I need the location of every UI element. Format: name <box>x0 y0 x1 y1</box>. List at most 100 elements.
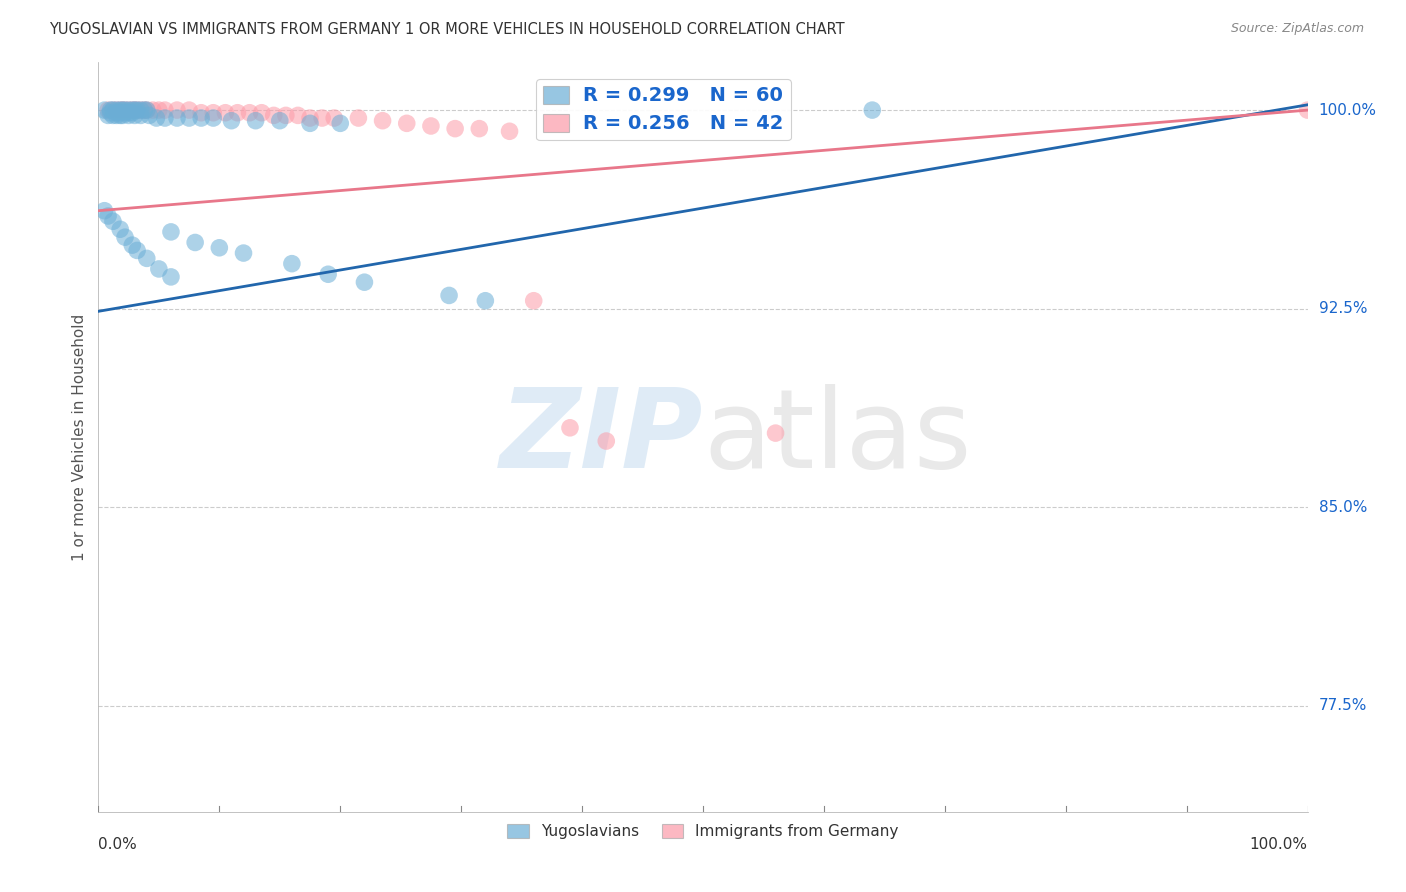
Y-axis label: 1 or more Vehicles in Household: 1 or more Vehicles in Household <box>72 313 87 561</box>
Point <box>468 121 491 136</box>
Point <box>153 111 176 125</box>
Point <box>226 105 249 120</box>
Point <box>101 103 124 117</box>
Point <box>145 111 167 125</box>
Point <box>179 111 201 125</box>
Point <box>347 111 370 125</box>
Text: 100.0%: 100.0% <box>1319 103 1376 118</box>
Point <box>221 113 243 128</box>
Point <box>269 113 291 128</box>
Point <box>121 103 143 117</box>
Point <box>287 108 309 122</box>
Text: 92.5%: 92.5% <box>1319 301 1367 316</box>
Point <box>148 262 170 277</box>
Point <box>100 103 122 117</box>
Point <box>108 103 131 117</box>
Point <box>371 113 394 128</box>
Point <box>474 293 496 308</box>
Text: YUGOSLAVIAN VS IMMIGRANTS FROM GERMANY 1 OR MORE VEHICLES IN HOUSEHOLD CORRELATI: YUGOSLAVIAN VS IMMIGRANTS FROM GERMANY 1… <box>49 22 845 37</box>
Point <box>100 105 122 120</box>
Point <box>274 108 297 122</box>
Point <box>108 222 131 236</box>
Point <box>111 108 134 122</box>
Point <box>353 275 375 289</box>
Point <box>860 103 883 117</box>
Point <box>166 103 188 117</box>
Text: Source: ZipAtlas.com: Source: ZipAtlas.com <box>1230 22 1364 36</box>
Point <box>124 108 146 122</box>
Point <box>124 103 146 117</box>
Point <box>108 103 131 117</box>
Point <box>558 421 581 435</box>
Point <box>190 111 212 125</box>
Point <box>127 103 149 117</box>
Point <box>101 214 124 228</box>
Point <box>250 105 273 120</box>
Point <box>111 103 134 117</box>
Point <box>498 124 520 138</box>
Text: 0.0%: 0.0% <box>98 837 138 852</box>
Point <box>129 103 152 117</box>
Point <box>160 225 183 239</box>
Point <box>444 121 467 136</box>
Point <box>437 288 460 302</box>
Point <box>420 119 443 133</box>
Point <box>121 103 143 117</box>
Point <box>263 108 285 122</box>
Point <box>214 105 236 120</box>
Point <box>281 257 304 271</box>
Text: 85.0%: 85.0% <box>1319 500 1367 515</box>
Point <box>245 113 267 128</box>
Point <box>108 105 131 120</box>
Point <box>208 241 231 255</box>
Point <box>138 108 160 122</box>
Point <box>142 103 165 117</box>
Point <box>160 269 183 284</box>
Point <box>121 105 143 120</box>
Point <box>311 111 333 125</box>
Point <box>101 108 124 122</box>
Point <box>129 103 152 117</box>
Point <box>93 103 115 117</box>
Point <box>105 103 128 117</box>
Point <box>153 103 176 117</box>
Point <box>166 111 188 125</box>
Point <box>184 235 207 250</box>
Point <box>105 103 128 117</box>
Point <box>124 103 146 117</box>
Point <box>523 293 546 308</box>
Point <box>134 103 156 117</box>
Point <box>118 103 141 117</box>
Point <box>97 103 120 117</box>
Point <box>114 105 136 120</box>
Point <box>97 108 120 122</box>
Point <box>111 103 134 117</box>
Point <box>316 267 339 281</box>
Point <box>135 103 157 117</box>
Point <box>105 108 128 122</box>
Text: 100.0%: 100.0% <box>1250 837 1308 852</box>
Point <box>329 116 352 130</box>
Point <box>127 103 149 117</box>
Point <box>395 116 418 130</box>
Point <box>1296 103 1319 117</box>
Point <box>135 103 157 117</box>
Point <box>101 103 124 117</box>
Point <box>134 103 156 117</box>
Text: atlas: atlas <box>703 384 972 491</box>
Point <box>595 434 617 448</box>
Point <box>114 103 136 117</box>
Point <box>118 105 141 120</box>
Point <box>108 108 131 122</box>
Point <box>129 108 152 122</box>
Point <box>114 103 136 117</box>
Point <box>127 244 149 258</box>
Point <box>202 111 225 125</box>
Point <box>323 111 346 125</box>
Text: 77.5%: 77.5% <box>1319 698 1367 714</box>
Point <box>190 105 212 120</box>
Point <box>232 246 254 260</box>
Point <box>179 103 201 117</box>
Point <box>148 103 170 117</box>
Legend: Yugoslavians, Immigrants from Germany: Yugoslavians, Immigrants from Germany <box>501 818 905 846</box>
